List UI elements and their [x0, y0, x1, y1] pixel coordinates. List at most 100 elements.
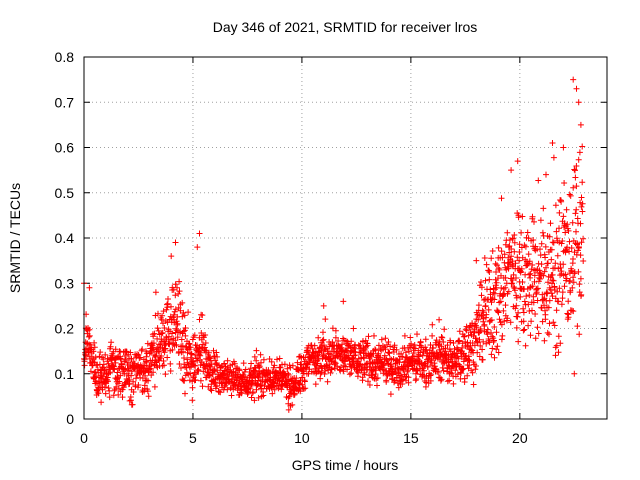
data-point	[481, 255, 488, 261]
data-point	[555, 298, 562, 305]
data-point	[155, 310, 161, 317]
data-point	[464, 372, 471, 379]
data-point	[189, 384, 196, 391]
data-point	[300, 385, 307, 392]
y-tick-label: 0.3	[55, 275, 75, 291]
data-point	[242, 366, 249, 373]
data-point	[567, 289, 574, 296]
data-point	[498, 248, 505, 255]
data-point	[289, 401, 296, 408]
data-point	[367, 363, 374, 370]
data-point	[576, 331, 583, 338]
data-point	[559, 295, 566, 302]
data-point	[433, 365, 439, 372]
data-point	[98, 399, 105, 406]
data-point	[525, 322, 532, 329]
data-point	[150, 333, 157, 340]
data-point	[483, 261, 490, 268]
x-axis-label: GPS time / hours	[292, 457, 399, 473]
data-point	[482, 277, 489, 284]
data-point	[555, 333, 562, 340]
data-point	[253, 386, 260, 393]
data-point	[180, 328, 187, 335]
data-point	[311, 342, 318, 349]
data-point	[309, 345, 316, 352]
data-point	[578, 291, 585, 298]
data-point	[456, 338, 463, 345]
data-point	[575, 99, 582, 106]
data-point	[489, 345, 496, 352]
data-point	[350, 356, 356, 362]
data-point	[512, 287, 518, 294]
data-point	[486, 269, 493, 275]
x-tick-label: 10	[294, 430, 310, 446]
data-point	[580, 235, 587, 242]
data-point	[485, 306, 492, 313]
data-point	[291, 390, 298, 397]
data-point	[410, 350, 417, 356]
data-point	[393, 346, 400, 353]
data-point	[493, 279, 500, 286]
data-point	[214, 353, 221, 360]
data-point	[128, 372, 135, 379]
data-point	[116, 378, 123, 385]
data-point	[435, 369, 442, 375]
data-point	[107, 369, 114, 376]
data-point	[157, 341, 164, 347]
data-point	[150, 340, 157, 347]
data-point	[435, 342, 442, 349]
data-point	[380, 366, 387, 373]
data-point	[236, 367, 243, 374]
data-point	[119, 394, 126, 401]
data-point	[194, 244, 201, 251]
data-point	[543, 264, 549, 271]
data-point	[277, 364, 284, 371]
data-point	[181, 361, 188, 368]
plot-frame	[83, 56, 608, 420]
data-point	[371, 332, 377, 339]
data-point	[513, 294, 520, 301]
data-point	[205, 349, 212, 356]
data-point	[105, 378, 111, 385]
data-point	[155, 327, 162, 334]
data-point	[281, 361, 288, 368]
data-point	[525, 251, 532, 258]
chart-title: Day 346 of 2021, SRMTID for receiver lro…	[213, 19, 478, 35]
data-point	[491, 354, 498, 361]
data-point	[104, 355, 111, 362]
data-point	[529, 283, 536, 290]
data-point	[482, 302, 489, 309]
data-point	[510, 284, 517, 290]
data-point	[348, 338, 355, 345]
data-point	[315, 348, 322, 355]
data-point	[470, 381, 477, 388]
data-point	[122, 353, 128, 359]
data-point	[452, 367, 459, 374]
y-tick-label: 0.6	[55, 140, 75, 156]
data-point	[365, 378, 371, 385]
data-point	[540, 296, 547, 303]
data-point	[473, 363, 479, 369]
data-point	[320, 336, 327, 343]
data-point	[565, 227, 572, 234]
data-point	[549, 277, 556, 284]
data-point	[382, 335, 389, 342]
data-point	[478, 292, 485, 299]
data-point	[547, 220, 554, 227]
data-point	[81, 362, 88, 369]
data-point	[519, 213, 526, 220]
data-point	[575, 268, 582, 275]
data-point	[578, 203, 585, 210]
data-point	[544, 329, 551, 336]
data-point	[495, 349, 502, 356]
data-point	[481, 321, 488, 328]
data-point	[96, 353, 103, 360]
data-point	[366, 382, 373, 388]
axis-ticks: 0 0.1 0.2 0.3 0.4 0.5 0.6 0.7 0.8 0 5 10 15 20	[55, 49, 607, 446]
data-point	[413, 376, 420, 382]
data-point	[537, 217, 544, 224]
data-point	[564, 310, 571, 317]
data-point	[231, 360, 238, 367]
data-point	[152, 352, 159, 359]
data-point	[570, 274, 577, 281]
